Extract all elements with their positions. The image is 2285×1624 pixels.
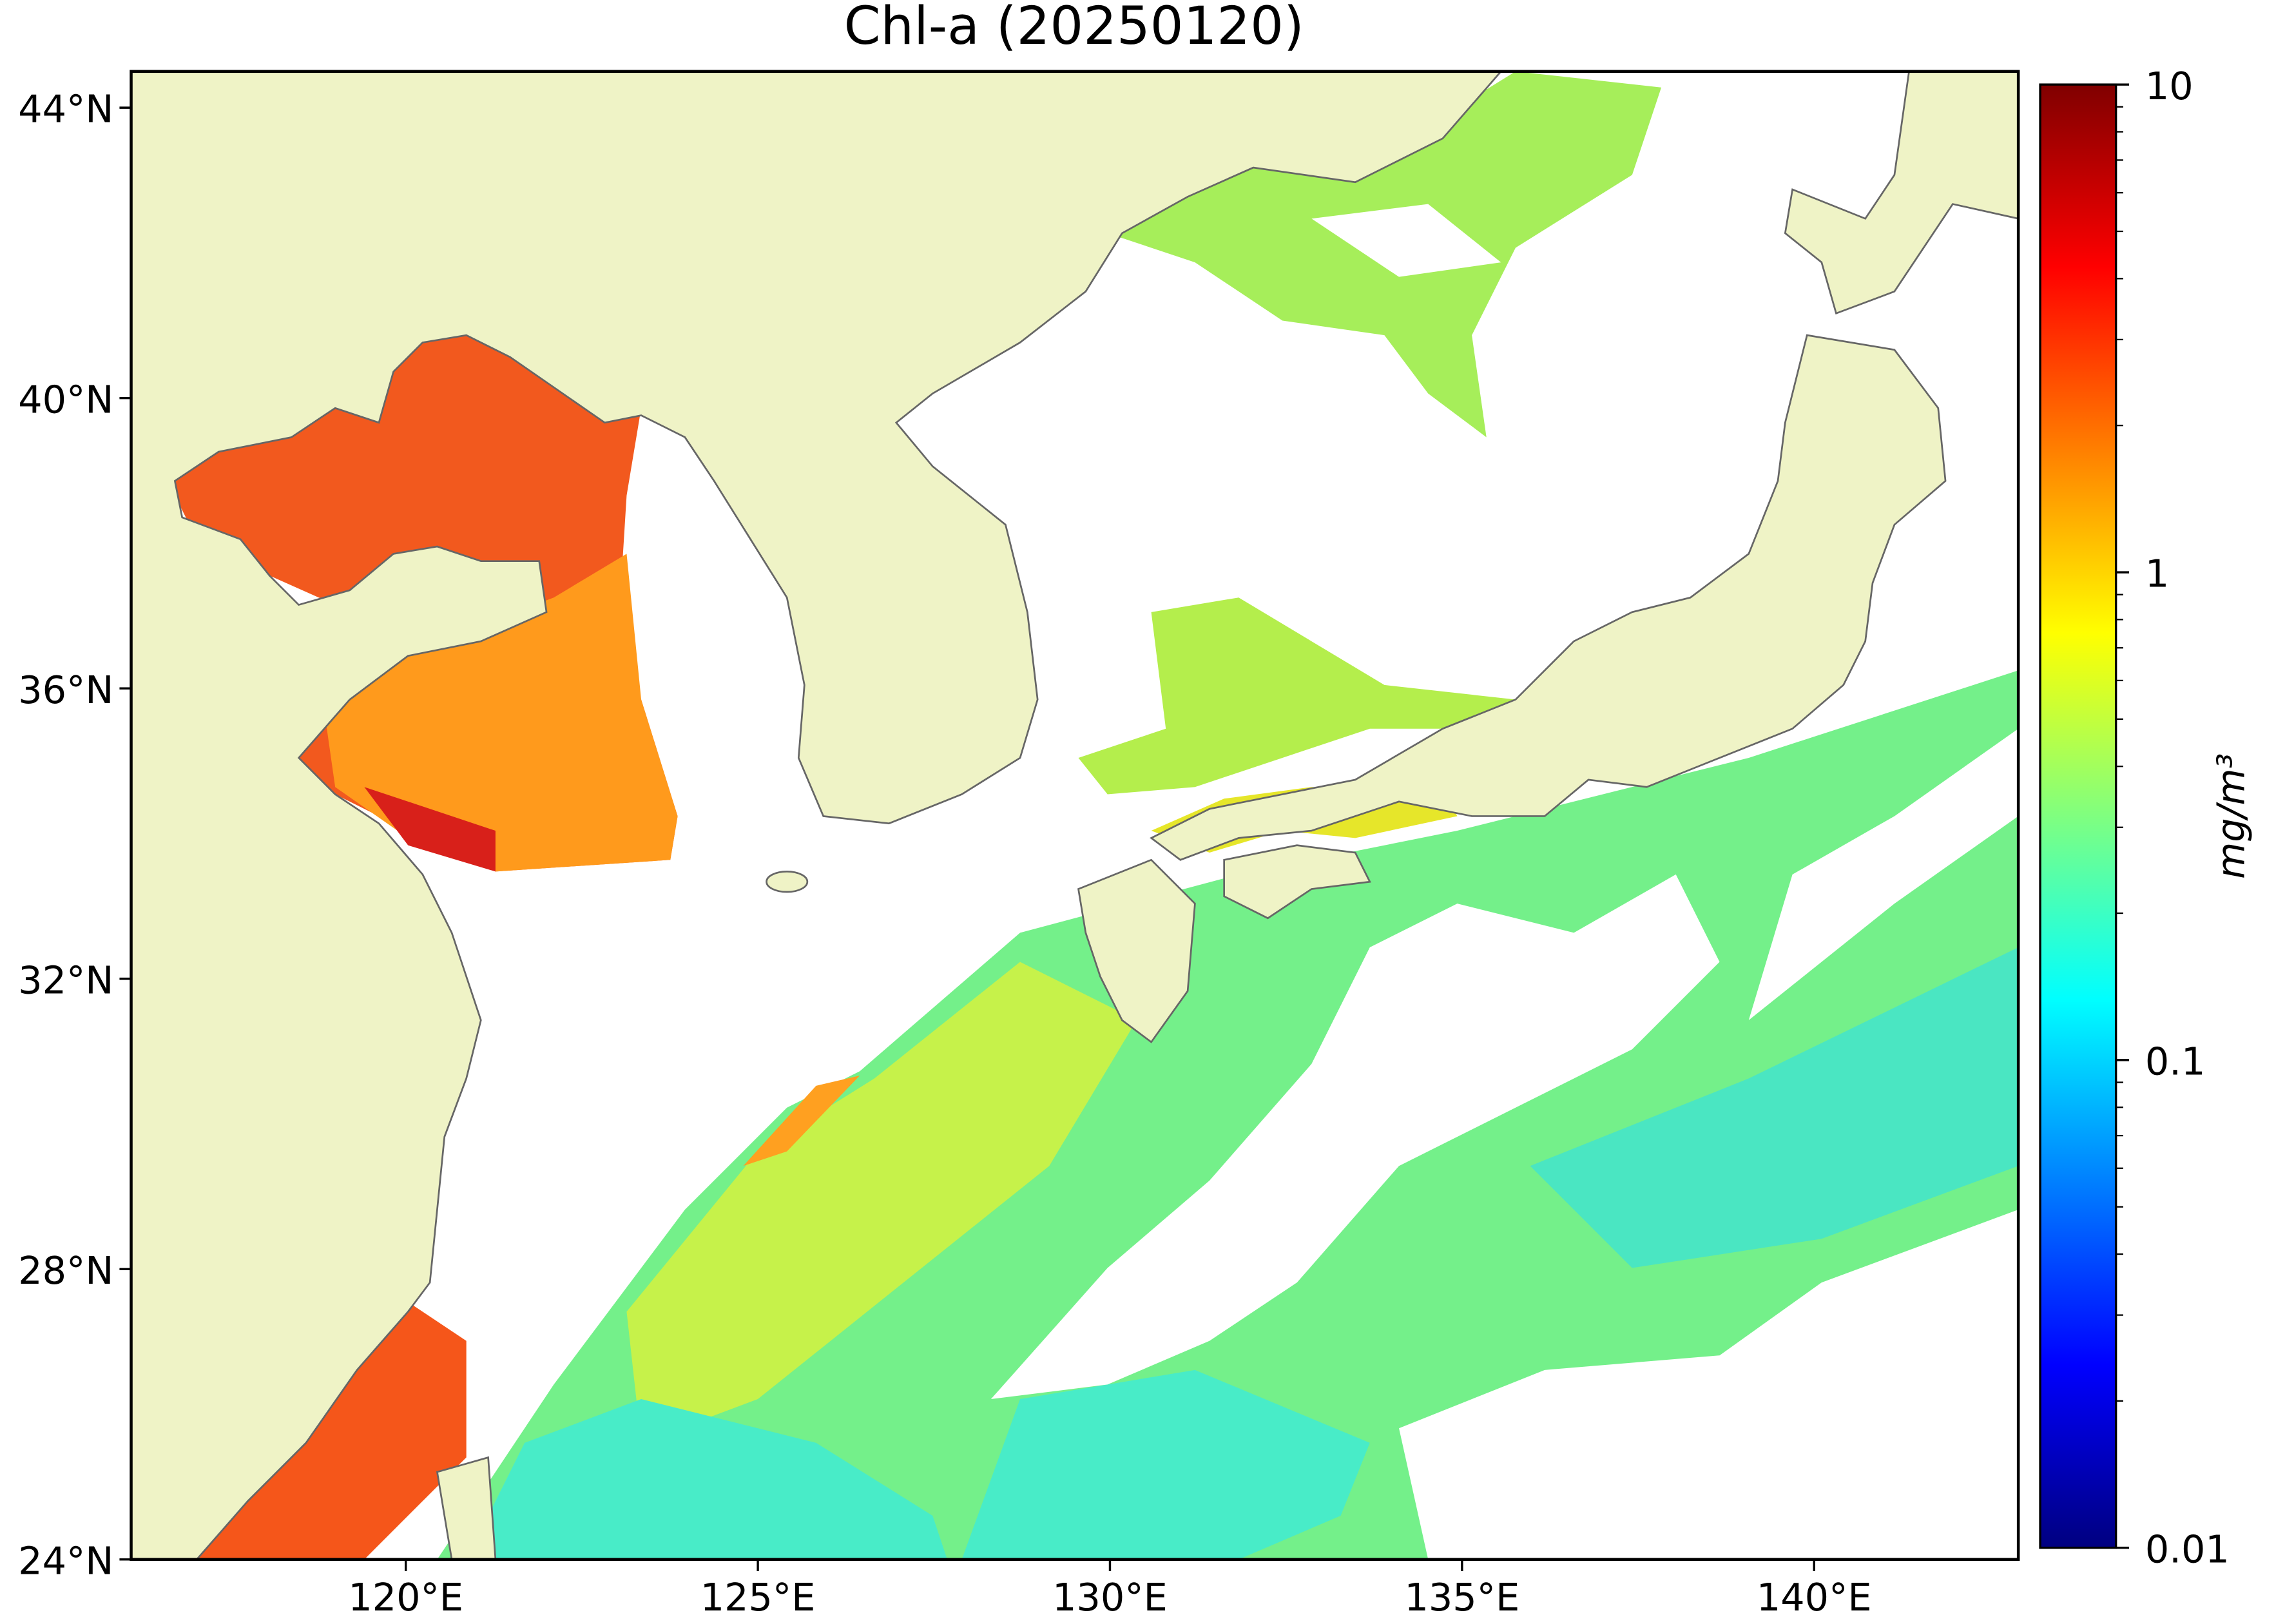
map-imagery [131,71,2019,1560]
x-tick-label: 140°E [1757,1575,1872,1619]
land [1784,71,2019,315]
map-frame [130,70,2020,1561]
x-tick-label: 130°E [1052,1575,1168,1619]
x-tick-label: 125°E [700,1575,816,1619]
colorbar-label: mg/m³ [2209,753,2253,879]
land [1149,334,1947,861]
chl-patch [961,1369,1370,1560]
cloud [1399,1210,2019,1560]
y-tick-label: 40°N [18,377,113,421]
chl-patch [466,1399,947,1560]
chl-patch [626,962,1137,1443]
y-tick-label: 24°N [18,1538,113,1583]
cloud [990,874,1720,1400]
colorbar-tick-label: 1 [2145,552,2169,596]
cloud [1311,204,1501,277]
map-title: Chl-a (20250120) [844,0,1304,57]
x-tick-label: 120°E [348,1575,463,1619]
land [1077,858,1196,1043]
chl-patch [320,554,678,872]
colorbar-tick-label: 0.01 [2145,1527,2230,1571]
y-tick-label: 36°N [18,668,113,712]
land [131,71,1503,1560]
cloud [1748,728,2019,1021]
colorbar-tick-label: 10 [2145,64,2193,108]
chl-patch [1078,597,1516,795]
land [1223,844,1371,920]
land [436,1456,497,1560]
y-tick-label: 32°N [18,958,113,1002]
chl-patch [743,1075,860,1166]
x-tick-label: 135°E [1404,1575,1519,1619]
y-tick-label: 28°N [18,1248,113,1293]
chl-patch [364,787,496,872]
colorbar: 0.01 0.1 1 10 mg/m³ [2039,64,2253,1571]
land [766,871,809,893]
chl-patch [1530,947,2019,1268]
colorbar-tick-label: 0.1 [2145,1039,2205,1083]
y-tick-label: 44°N [18,87,113,131]
colorbar-gradient [2039,83,2117,1549]
